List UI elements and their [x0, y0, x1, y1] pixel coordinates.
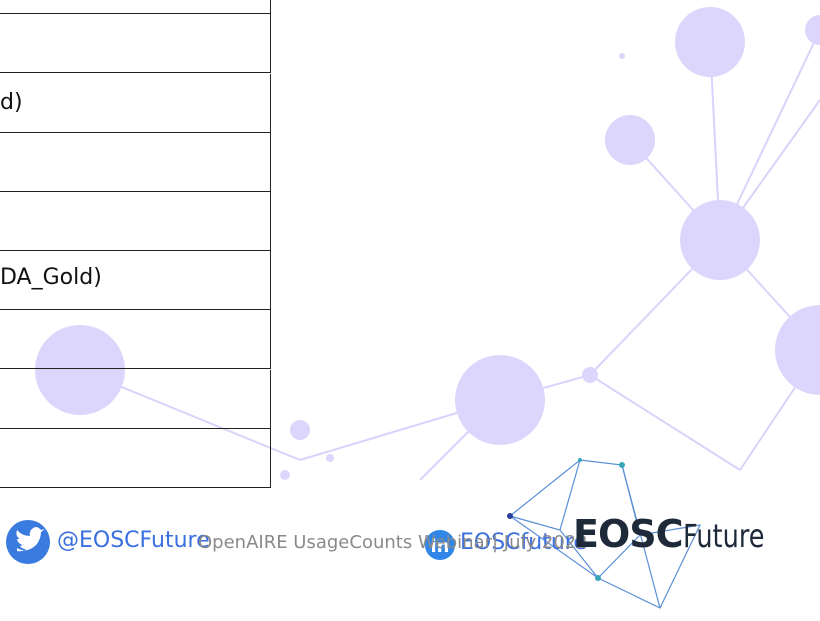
table-row [0, 310, 271, 369]
event-label: OpenAIRE UsageCounts Webinar| July 2022 [198, 532, 588, 553]
table-row [0, 370, 271, 429]
table-row [0, 74, 271, 133]
table-cell: d) [0, 90, 23, 115]
slide: in d) DA_Gold) @EOSCFuture EOSCfuture Op… [0, 0, 820, 621]
logo-light: Future [683, 517, 765, 555]
table-row [0, 133, 271, 192]
table-row [0, 14, 271, 73]
logo-bold: EOSC [573, 512, 683, 556]
table-cell: DA_Gold) [0, 265, 102, 290]
table-row [0, 429, 271, 488]
table-row [0, 0, 271, 14]
table-row [0, 192, 271, 251]
twitter-handle[interactable]: @EOSCFuture [57, 528, 210, 553]
